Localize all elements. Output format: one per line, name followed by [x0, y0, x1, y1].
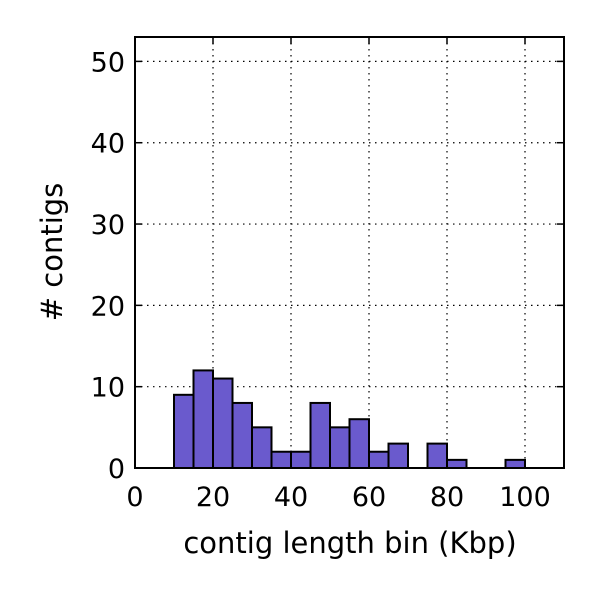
histogram-bar	[173, 393, 195, 469]
histogram-bar	[192, 369, 214, 470]
y-tick-label: 50	[91, 47, 125, 78]
x-tick-labels: 0 20 40 60 80 100	[126, 482, 550, 513]
histogram-bar	[426, 442, 448, 469]
y-tick-labels: 0 10 20 30 40 50	[91, 47, 125, 485]
histogram-bar	[270, 450, 292, 469]
histogram-bar	[212, 377, 234, 470]
histogram-bar	[387, 442, 409, 469]
y-axis-label: # contigs	[35, 183, 69, 322]
histogram-bar	[309, 401, 331, 469]
histogram-bar	[504, 458, 526, 469]
x-tick-label: 20	[196, 482, 230, 513]
histogram-bar	[446, 458, 468, 469]
y-tick-label: 0	[108, 454, 125, 485]
y-tick-label: 10	[91, 373, 125, 404]
histogram-bar	[329, 426, 351, 470]
x-tick-label: 40	[274, 482, 308, 513]
tick-marks	[134, 37, 564, 469]
histogram-bar	[290, 450, 312, 469]
x-tick-label: 0	[126, 482, 143, 513]
x-tick-label: 60	[352, 482, 386, 513]
histogram-bar	[251, 426, 273, 470]
histogram-bar	[348, 418, 370, 470]
histogram-bar	[368, 450, 390, 469]
x-tick-label: 80	[430, 482, 464, 513]
y-tick-label: 40	[91, 129, 125, 160]
histogram-bar	[231, 401, 253, 469]
x-tick-label: 100	[499, 482, 551, 513]
plot-frame	[134, 36, 565, 469]
y-tick-label: 30	[91, 210, 125, 241]
x-axis-label: contig length bin (Kbp)	[183, 526, 516, 560]
y-tick-label: 20	[91, 291, 125, 322]
bars-group	[173, 369, 526, 470]
